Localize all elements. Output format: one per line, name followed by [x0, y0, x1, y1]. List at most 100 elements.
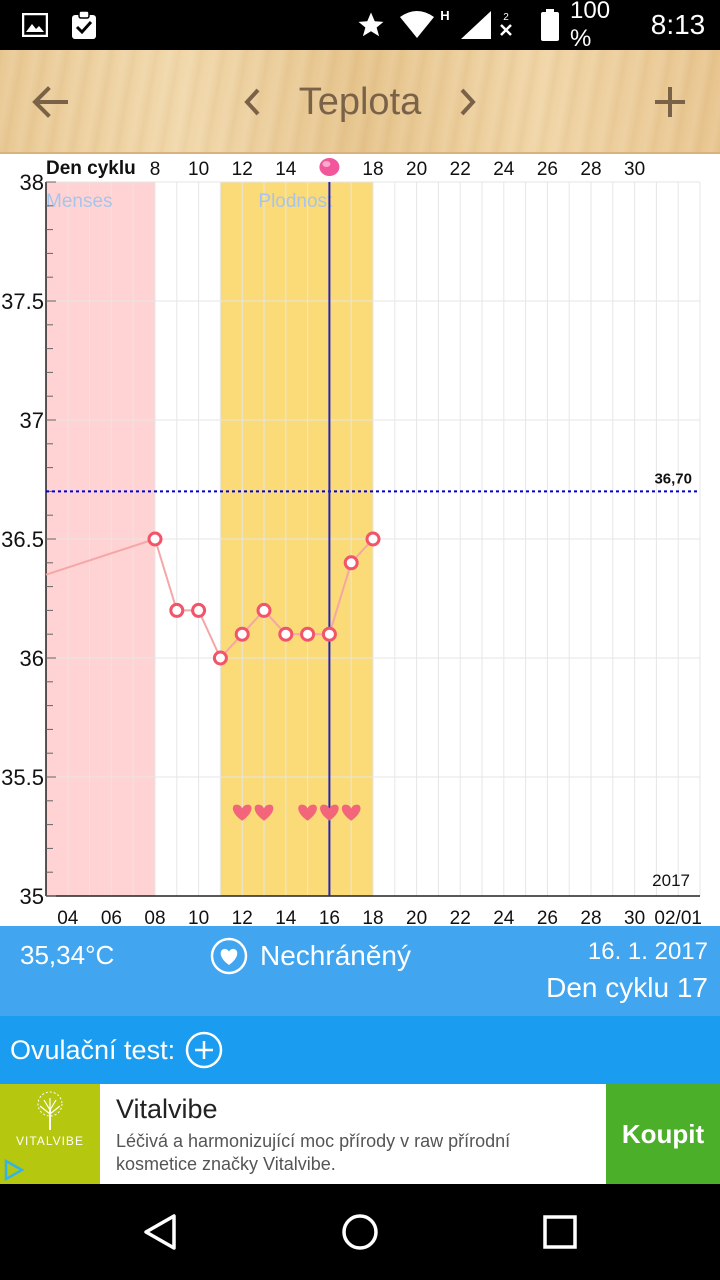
temperature-point — [234, 626, 250, 642]
top-tick-label: 10 — [188, 159, 209, 180]
page-title: Teplota — [298, 80, 422, 123]
ad-title: Vitalvibe — [116, 1094, 218, 1124]
bottom-tick-label: 18 — [362, 908, 383, 926]
selected-date: 16. 1. 2017 — [587, 938, 708, 965]
top-tick-label: 20 — [406, 159, 427, 180]
sim-2-indicator: 2 — [498, 0, 514, 50]
bottom-tick-label: 22 — [450, 908, 471, 926]
battery-icon — [538, 0, 562, 50]
ad-buy-button[interactable]: Koupit — [606, 1084, 720, 1184]
top-tick-label: 28 — [580, 159, 601, 180]
top-tick-label: 22 — [450, 159, 471, 180]
ovulation-marker — [319, 158, 340, 176]
clock: 8:13 — [650, 9, 706, 40]
bottom-tick-label: 20 — [406, 908, 427, 926]
temperature-point — [300, 626, 316, 642]
ad-logo-text: VITALVIBE — [16, 1134, 84, 1148]
bottom-tick-label: 04 — [57, 908, 79, 926]
y-tick-label: 35.5 — [1, 765, 44, 790]
add-ovulation-test-button[interactable] — [185, 1031, 223, 1069]
status-bar: H 1 2 100 % 8:13 — [0, 0, 720, 52]
plus-circle-icon — [185, 1031, 223, 1069]
ad-banner[interactable]: VITALVIBE Vitalvibe Léčivá a harmonizují… — [0, 1084, 720, 1184]
wifi-icon — [398, 0, 436, 50]
nav-home-icon — [342, 1214, 378, 1250]
intercourse-heart-icon — [254, 804, 274, 821]
temperature-chart[interactable]: Menses Plodnost 38 37.5 37 36.5 36 35.5 35 Den cy… — [0, 154, 720, 929]
intercourse-heart-icon — [232, 804, 252, 821]
y-tick-label: 37.5 — [1, 289, 44, 314]
star-icon — [354, 0, 388, 50]
ovulation-marker-highlight — [322, 161, 331, 167]
heart-circle-icon — [210, 937, 248, 975]
network-type-label: H — [440, 8, 450, 23]
temperature-point — [147, 531, 163, 547]
temperature-point — [191, 602, 207, 618]
ovulation-test-row: Ovulační test: — [0, 1016, 720, 1084]
bottom-tick-label: 02/01 — [654, 908, 702, 926]
ad-choices-icon[interactable] — [2, 1158, 26, 1182]
temperature-point — [212, 650, 228, 666]
top-tick-label: 8 — [150, 159, 161, 180]
top-tick-label: 14 — [275, 159, 297, 180]
nav-back-icon — [144, 1214, 176, 1250]
top-tick-label: 18 — [362, 159, 383, 180]
clipboard-check-icon — [68, 0, 100, 50]
temperature-line — [45, 537, 374, 660]
region-label-plodnost: Plodnost — [258, 191, 333, 212]
y-tick-label: 36.5 — [1, 527, 44, 552]
battery-percent: 100 % — [570, 0, 611, 52]
top-tick-label: 30 — [624, 159, 645, 180]
nav-home-button[interactable] — [300, 1184, 420, 1280]
previous-button[interactable] — [230, 50, 276, 154]
chart-canvas: Menses Plodnost 38 37.5 37 36.5 36 35.5 35 Den cy… — [1, 158, 702, 929]
y-tick-label: 38 — [20, 170, 44, 195]
sim-1-label: 1 — [474, 6, 480, 17]
bottom-tick-label: 14 — [275, 908, 297, 926]
day-info-panel: 35,34°C Nechráněný 16. 1. 2017 Den cyklu… — [0, 926, 720, 1016]
intercourse-heart-icon — [298, 804, 317, 821]
temperature-point — [343, 555, 359, 571]
next-button[interactable] — [444, 50, 490, 154]
plus-icon — [655, 87, 685, 117]
temperature-point — [169, 602, 185, 618]
back-arrow-icon — [32, 86, 68, 118]
chevron-left-icon — [244, 88, 260, 116]
year-label: 2017 — [652, 871, 690, 890]
bottom-tick-label: 08 — [144, 908, 165, 926]
back-button[interactable] — [12, 50, 88, 154]
bottom-tick-label: 24 — [493, 908, 515, 926]
bottom-tick-label: 10 — [188, 908, 209, 926]
nav-recents-button[interactable] — [500, 1184, 620, 1280]
bottom-tick-label: 28 — [580, 908, 601, 926]
temperature-value[interactable]: 35,34°C — [20, 940, 115, 970]
add-button[interactable] — [632, 50, 708, 154]
ad-description: Léčivá a harmonizující moc přírody v raw… — [116, 1131, 511, 1174]
temperature-point — [256, 602, 272, 618]
bottom-tick-label: 06 — [101, 908, 122, 926]
top-tick-label: 24 — [493, 159, 515, 180]
threshold-label: 36,70 — [654, 470, 692, 487]
protection-status[interactable]: Nechráněný — [210, 936, 411, 976]
bottom-tick-label: 30 — [624, 908, 645, 926]
bottom-tick-label: 26 — [537, 908, 558, 926]
temperature-point — [365, 531, 381, 547]
y-tick-label: 35 — [20, 884, 44, 909]
temperature-point — [278, 626, 294, 642]
image-icon — [20, 0, 50, 50]
cycle-day: Den cyklu 17 — [546, 972, 708, 1003]
tree-logo-icon — [37, 1091, 63, 1130]
navigation-bar — [0, 1184, 720, 1280]
top-tick-label: 26 — [537, 159, 558, 180]
top-tick-label: 12 — [232, 159, 253, 180]
bottom-tick-label: 12 — [232, 908, 253, 926]
ad-logo: VITALVIBE — [0, 1084, 100, 1184]
nav-back-button[interactable] — [100, 1184, 220, 1280]
signal-icon — [456, 0, 496, 50]
toolbar: Teplota — [0, 50, 720, 154]
ovulation-test-label: Ovulační test: — [10, 1034, 176, 1065]
intercourse-heart-icon — [341, 804, 361, 821]
intercourse-heart-icon — [320, 804, 339, 821]
top-axis-title: Den cyklu — [46, 158, 136, 179]
protection-label: Nechráněný — [260, 940, 411, 971]
